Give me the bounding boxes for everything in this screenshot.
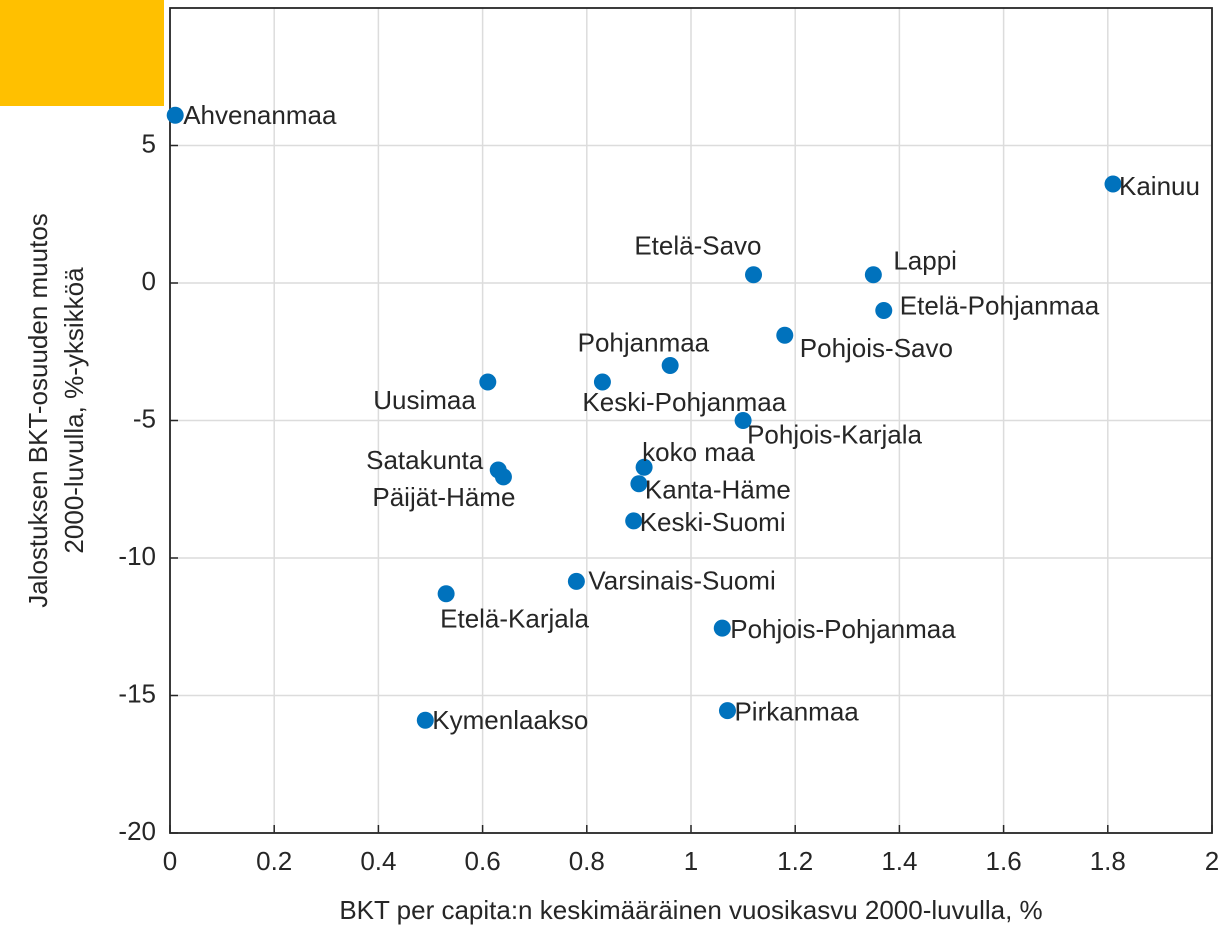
point-label: Pirkanmaa [734,697,859,727]
point-label: Satakunta [366,445,484,475]
point [1104,175,1122,193]
point-label: Ahvenanmaa [183,100,337,130]
point-label: Pohjois-Pohjanmaa [730,614,956,644]
point [479,373,497,391]
point [166,106,184,124]
x-tick-label: 1.6 [986,846,1022,876]
point [734,412,752,429]
x-tick-label: 0.6 [465,846,501,876]
y-tick-label: 5 [142,128,156,158]
point [437,585,455,603]
y-axis-label: 2000-luvulla, %-yksikköä [59,267,89,554]
y-tick-label: -10 [118,541,156,571]
point [718,702,736,720]
point-label: Pohjanmaa [578,327,710,357]
y-axis-label: Jalostuksen BKT-osuuden muutos [23,213,53,608]
point-label: Varsinais-Suomi [588,565,775,595]
point-label: Pohjois-Karjala [747,419,922,449]
point-label: Uusimaa [373,385,476,415]
point-label: Pohjois-Savo [800,333,953,363]
point [625,512,643,530]
x-tick-label: 1.8 [1090,846,1126,876]
point [875,302,893,319]
point [713,619,731,637]
point [745,266,763,284]
plot-frame [169,7,1213,834]
point [494,468,512,486]
point [567,572,585,590]
point [864,266,882,284]
point [630,475,648,493]
x-tick-label: 1.2 [777,846,813,876]
point-label: Etelä-Pohjanmaa [900,290,1100,320]
point-label: Etelä-Karjala [440,604,589,634]
point-label: koko maa [642,437,755,467]
x-tick-label: 0.4 [360,846,396,876]
point-label: Lappi [893,246,957,276]
y-tick-label: -20 [118,816,156,846]
point-label: Etelä-Savo [634,231,761,261]
point-label: Keski-Pohjanmaa [582,387,786,417]
x-tick-label: 0.2 [256,846,292,876]
x-tick-label: 1.4 [881,846,917,876]
point-label: Keski-Suomi [640,507,786,537]
highlight-box [0,0,164,106]
point [776,326,794,344]
y-tick-label: -5 [133,403,156,433]
point [593,373,611,391]
point [635,458,653,476]
point-label: Kanta-Häme [645,475,791,505]
y-tick-label: 0 [142,266,156,296]
x-tick-label: 2 [1205,846,1219,876]
point-label: Kainuu [1119,171,1200,201]
y-tick-label: -15 [118,678,156,708]
x-tick-label: 0.8 [569,846,605,876]
point-label: Päijät-Häme [372,482,515,512]
x-axis-label: BKT per capita:n keskimääräinen vuosikas… [339,895,1042,925]
point-label: Kymenlaakso [432,705,588,735]
x-tick-label: 1 [684,846,698,876]
point [661,357,679,374]
point [416,711,434,729]
x-tick-label: 0 [163,846,177,876]
